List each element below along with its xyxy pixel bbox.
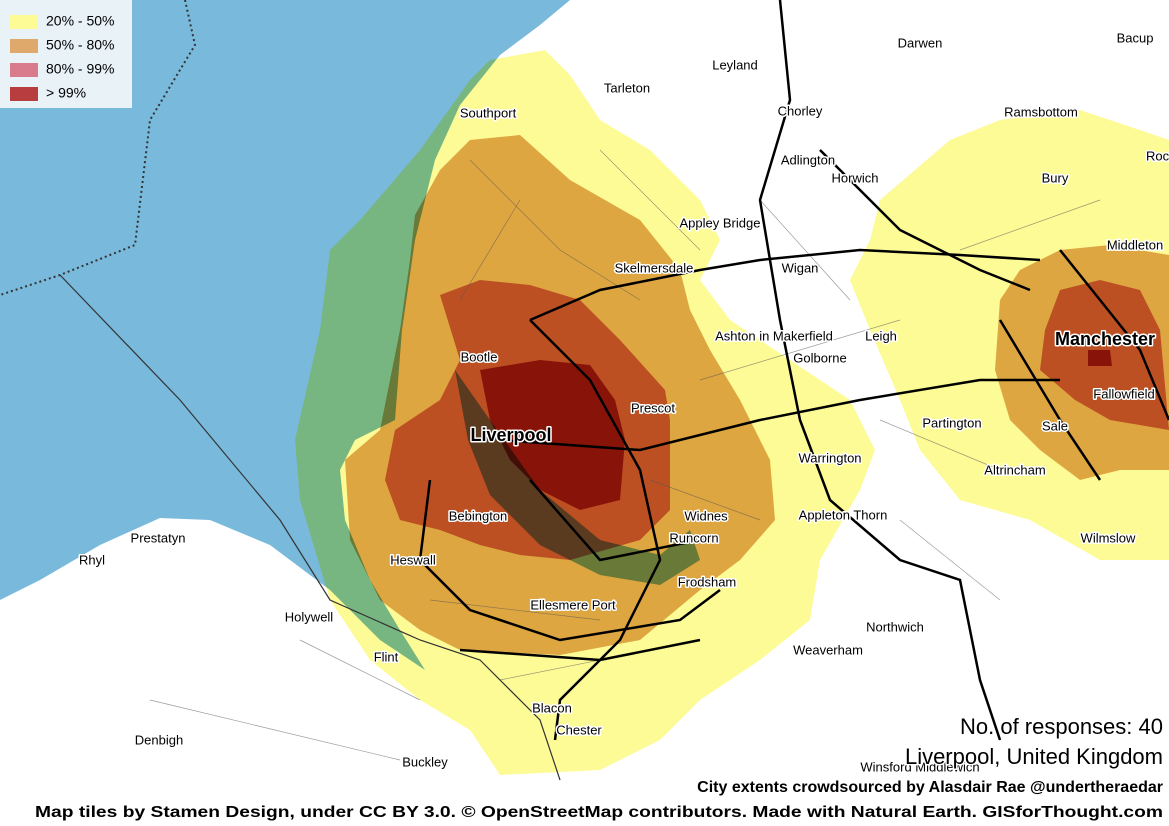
legend-label: 80% - 99% (46, 61, 114, 77)
place-label: Northwich (866, 619, 924, 634)
city-name: Liverpool, United Kingdom (905, 744, 1163, 769)
coverage-zone (480, 360, 625, 510)
coverage-zone (1088, 350, 1112, 366)
legend-swatch (10, 39, 38, 53)
place-label: Ellesmere Port (530, 597, 616, 612)
major-place-label: Liverpool (470, 425, 551, 445)
place-label: Altrincham (984, 462, 1045, 477)
place-label: Winsford Middlewich (860, 759, 979, 774)
place-label: Prestatyn (131, 530, 186, 545)
place-label: Bebington (449, 508, 508, 523)
place-label: Appleton Thorn (799, 507, 888, 522)
place-label: Southport (460, 105, 517, 120)
legend-swatch (10, 15, 38, 29)
legend-swatch (10, 87, 38, 101)
place-label: Rhyl (79, 552, 105, 567)
place-label: Bootle (461, 349, 498, 364)
place-label: Bury (1042, 170, 1069, 185)
attribution: Map tiles by Stamen Design, under CC BY … (35, 804, 1163, 821)
place-label: Chorley (778, 103, 823, 118)
place-label: Holywell (285, 609, 334, 624)
place-label: Leyland (712, 57, 758, 72)
place-label: Widnes (684, 508, 728, 523)
responses: No. of responses: 40 (960, 714, 1163, 739)
legend-swatch (10, 63, 38, 77)
place-label: Middleton (1107, 237, 1163, 252)
legend-label: 20% - 50% (46, 13, 114, 29)
roads (0, 0, 1169, 781)
place-label: Frodsham (678, 574, 737, 589)
place-label: Appley Bridge (680, 215, 761, 230)
place-label: Ramsbottom (1004, 104, 1078, 119)
place-label: Bacup (1117, 30, 1154, 45)
place-label: Golborne (793, 350, 846, 365)
place-label: Warrington (798, 450, 861, 465)
place-label: Runcorn (669, 530, 718, 545)
place-label: Wilmslow (1081, 530, 1136, 545)
place-label: Weaverham (793, 642, 863, 657)
place-label: Partington (922, 415, 981, 430)
place-label: Sale (1042, 418, 1068, 433)
place-label: Wigan (782, 260, 819, 275)
place-label: Prescot (631, 400, 675, 415)
place-label: Tarleton (604, 80, 650, 95)
place-label: Adlington (781, 152, 835, 167)
place-label: Chester (556, 722, 602, 737)
place-label: Heswall (390, 552, 436, 567)
place-label: Buckley (402, 754, 448, 769)
legend: 20% - 50% 50% - 80% 80% - 99% > 99% (0, 0, 132, 108)
place-label: Blacon (532, 700, 572, 715)
place-label: Skelmersdale (615, 260, 694, 275)
place-label: Horwich (832, 170, 879, 185)
place-label: Denbigh (135, 732, 183, 747)
legend-label: > 99% (46, 85, 86, 101)
place-label: Darwen (898, 35, 943, 50)
place-label: Rochdale (1146, 148, 1169, 163)
place-label: Flint (374, 649, 399, 664)
legend-label: 50% - 80% (46, 37, 114, 53)
place-label: Ashton in Makerfield (715, 328, 833, 343)
place-label: Fallowfield (1093, 386, 1154, 401)
place-label: Leigh (865, 328, 897, 343)
major-place-label: Manchester (1055, 329, 1155, 349)
credit: City extents crowdsourced by Alasdair Ra… (697, 779, 1163, 796)
